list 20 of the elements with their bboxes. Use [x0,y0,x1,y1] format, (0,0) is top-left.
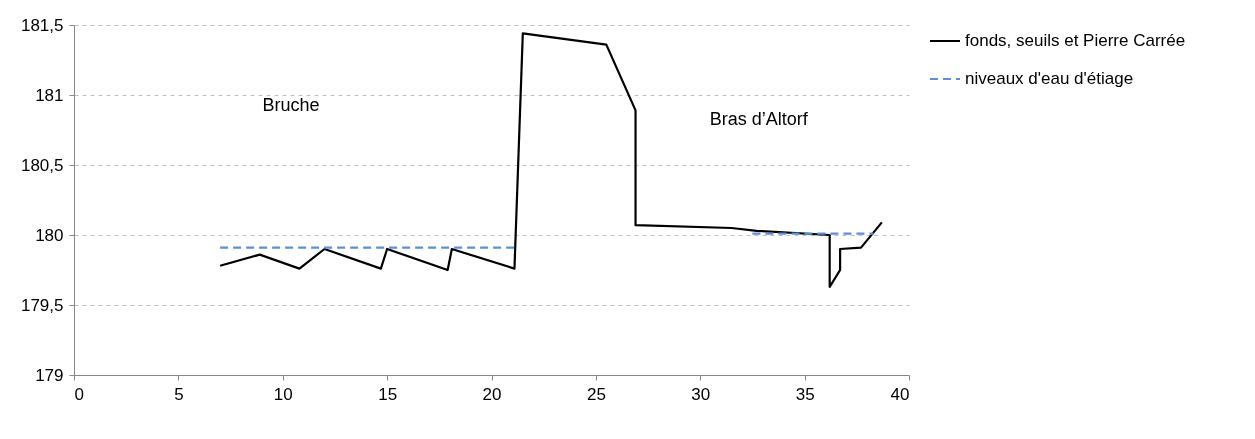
x-tick-label: 15 [378,384,398,404]
y-tick-label: 180,5 [20,155,64,175]
annotation: Bras d’Altorf [709,108,809,129]
legend-label: niveaux d'eau d'étiage [965,69,1134,88]
x-tick-label: 40 [890,384,910,404]
annotation: Bruche [262,94,320,115]
x-tick-label: 35 [795,384,815,404]
y-tick-label: 181 [35,85,64,105]
x-tick-label: 5 [174,384,184,404]
x-tick-label: 10 [273,384,293,404]
legend-label: fonds, seuils et Pierre Carrée [965,31,1186,50]
y-tick-label: 179,5 [20,295,64,315]
line-series [219,32,883,288]
y-tick-label: 180 [35,225,64,245]
y-tick-label: 181,5 [20,15,64,35]
x-tick-label: 25 [586,384,606,404]
x-tick-label: 0 [74,384,84,404]
x-tick-label: 30 [691,384,711,404]
x-tick-label: 20 [482,384,502,404]
y-tick-label: 179 [35,365,64,385]
